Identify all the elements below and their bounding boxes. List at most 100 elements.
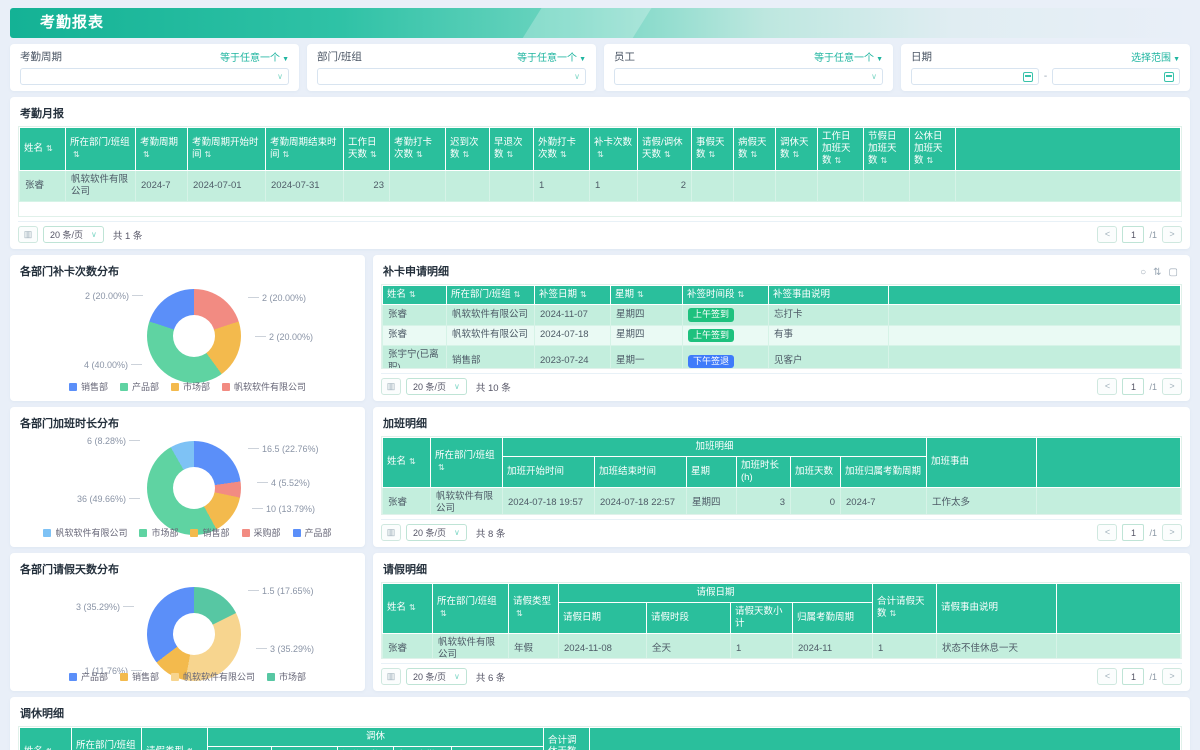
column-header[interactable]: 节假日加班天数⇅ [864, 128, 910, 171]
sort-icon: ⇅ [560, 150, 567, 159]
chart-legend: 销售部产品部 市场部帆软软件有限公司 [18, 380, 357, 393]
date-end-input[interactable] [1052, 68, 1180, 85]
column-header[interactable]: 请假类型⇅ [142, 728, 208, 750]
column-header[interactable]: 请假/调休天数⇅ [638, 128, 692, 171]
sort-icon: ⇅ [370, 150, 377, 159]
column-header[interactable]: 公休日加班天数⇅ [910, 128, 956, 171]
sort-icon: ⇅ [409, 457, 416, 466]
column-header[interactable]: 所在部门/班组⇅ [66, 128, 136, 171]
legend-item[interactable]: 采购部 [242, 526, 281, 539]
column-settings-button[interactable]: ▥ [381, 668, 401, 685]
donut[interactable] [147, 441, 241, 535]
column-header[interactable]: 考勤周期开始时间⇅ [188, 128, 266, 171]
legend-item[interactable]: 帆软软件有限公司 [43, 526, 127, 539]
next-page-button[interactable]: > [1162, 378, 1182, 395]
donut[interactable] [147, 289, 241, 383]
column-header[interactable]: 病假天数⇅ [734, 128, 776, 171]
column-header: 调休 [208, 728, 544, 747]
attendance-period-select[interactable]: ∨ [20, 68, 289, 85]
legend-label: 销售部 [81, 380, 108, 393]
filter-operator-link[interactable]: 等于任意一个▼ [220, 49, 289, 64]
page-number-input[interactable] [1122, 226, 1144, 243]
column-settings-button[interactable]: ▥ [18, 226, 38, 243]
column-header[interactable]: 事假天数⇅ [692, 128, 734, 171]
legend-item[interactable]: 帆软软件有限公司 [222, 380, 306, 393]
page-number-input[interactable] [1122, 668, 1144, 685]
column-header[interactable]: 工作日加班天数⇅ [818, 128, 864, 171]
column-header[interactable]: 星期⇅ [611, 286, 683, 305]
column-header[interactable]: 所在部门/班组⇅ [72, 728, 142, 750]
column-header[interactable]: 姓名⇅ [383, 584, 433, 634]
column-header[interactable]: 补卡次数⇅ [590, 128, 638, 171]
legend-item[interactable]: 销售部 [190, 526, 229, 539]
column-header[interactable]: 迟到次数⇅ [446, 128, 490, 171]
column-header[interactable]: 合计调休天数⇅ [544, 728, 590, 750]
column-header[interactable]: 外勤打卡次数⇅ [534, 128, 590, 171]
column-header[interactable]: 所在部门/班组⇅ [433, 584, 509, 634]
prev-page-button[interactable]: < [1097, 668, 1117, 685]
legend-item[interactable]: 市场部 [171, 380, 210, 393]
prev-page-button[interactable]: < [1097, 226, 1117, 243]
prev-page-button[interactable]: < [1097, 378, 1117, 395]
column-header[interactable]: 考勤周期结束时间⇅ [266, 128, 344, 171]
column-header[interactable]: 所在部门/班组⇅ [447, 286, 535, 305]
date-start-input[interactable] [911, 68, 1039, 85]
column-header: 加班结束时间 [595, 456, 687, 487]
refresh-icon[interactable]: ○ [1140, 268, 1146, 278]
legend-swatch [171, 673, 179, 681]
column-header: 请假日期 [559, 584, 873, 603]
page-size-select[interactable]: 20 条/页∨ [406, 524, 467, 541]
column-settings-button[interactable]: ▥ [381, 378, 401, 395]
chevron-down-icon: ∨ [574, 72, 580, 81]
column-header[interactable]: 调休天数⇅ [776, 128, 818, 171]
filter-operator-link[interactable]: 等于任意一个▼ [517, 49, 586, 64]
slice-label: 36 (49.66%) [38, 494, 140, 504]
page-number-input[interactable] [1122, 378, 1144, 395]
legend-label: 市场部 [183, 380, 210, 393]
filter-operator-link[interactable]: 选择范围▼ [1131, 49, 1180, 64]
sort-icon: ⇅ [73, 150, 80, 159]
legend-item[interactable]: 帆软软件有限公司 [171, 670, 255, 683]
next-page-button[interactable]: > [1162, 668, 1182, 685]
fullscreen-icon[interactable]: ▢ [1169, 268, 1178, 278]
column-header[interactable]: 补签时间段⇅ [683, 286, 769, 305]
employee-select[interactable]: ∨ [614, 68, 883, 85]
donut[interactable] [147, 587, 241, 681]
legend-item[interactable]: 销售部 [120, 670, 159, 683]
page-count: /1 [1149, 382, 1157, 392]
legend-item[interactable]: 市场部 [267, 670, 306, 683]
column-header[interactable]: 考勤周期⇅ [136, 128, 188, 171]
legend-item[interactable]: 销售部 [69, 380, 108, 393]
legend-item[interactable]: 产品部 [120, 380, 159, 393]
column-header: 调休时段 [272, 746, 338, 750]
column-header[interactable]: 考勤打卡次数⇅ [390, 128, 446, 171]
prev-page-button[interactable]: < [1097, 524, 1117, 541]
department-select[interactable]: ∨ [317, 68, 586, 85]
column-header[interactable]: 姓名⇅ [383, 286, 447, 305]
legend-item[interactable]: 产品部 [69, 670, 108, 683]
column-header[interactable]: 补签日期⇅ [535, 286, 611, 305]
column-header[interactable]: 姓名⇅ [20, 728, 72, 750]
overtime-table: 姓名⇅所在部门/班组⇅加班明细加班事由加班开始时间加班结束时间星期加班时长(h)… [382, 437, 1181, 515]
page-size-select[interactable]: 20 条/页∨ [43, 226, 104, 243]
sort-icon: ⇅ [143, 150, 150, 159]
sort-columns-icon[interactable]: ⇅ [1153, 268, 1161, 278]
legend-label: 帆软软件有限公司 [55, 526, 127, 539]
next-page-button[interactable]: > [1162, 226, 1182, 243]
sort-icon: ⇅ [516, 609, 523, 618]
column-header[interactable]: 姓名⇅ [383, 438, 431, 488]
page-number-input[interactable] [1122, 524, 1144, 541]
next-page-button[interactable]: > [1162, 524, 1182, 541]
column-header[interactable]: 姓名⇅ [20, 128, 66, 171]
column-header[interactable]: 请假类型⇅ [509, 584, 559, 634]
page-size-select[interactable]: 20 条/页∨ [406, 378, 467, 395]
page-size-select[interactable]: 20 条/页∨ [406, 668, 467, 685]
column-header[interactable]: 工作日天数⇅ [344, 128, 390, 171]
legend-item[interactable]: 市场部 [139, 526, 178, 539]
legend-item[interactable]: 产品部 [293, 526, 332, 539]
column-header[interactable]: 合计请假天数⇅ [873, 584, 937, 634]
column-settings-button[interactable]: ▥ [381, 524, 401, 541]
column-header[interactable]: 所在部门/班组⇅ [431, 438, 503, 488]
column-header[interactable]: 早退次数⇅ [490, 128, 534, 171]
filter-operator-link[interactable]: 等于任意一个▼ [814, 49, 883, 64]
